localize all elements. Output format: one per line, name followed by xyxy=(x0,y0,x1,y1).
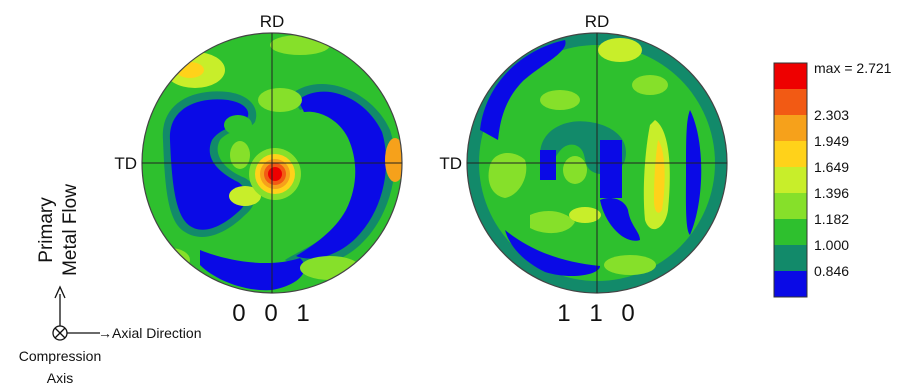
legend-swatch xyxy=(774,219,807,245)
pole-figure-110-index-label: 1 1 0 xyxy=(557,300,640,327)
pole-figure-001: RD TD 0 0 1 xyxy=(114,12,403,327)
legend-swatch xyxy=(774,115,807,141)
legend-swatch xyxy=(774,193,807,219)
legend-swatch xyxy=(774,245,807,271)
legend-level-label: 1.949 xyxy=(814,133,849,149)
legend-swatch xyxy=(774,63,807,89)
legend-level-label: 2.303 xyxy=(814,107,849,123)
pole-figure-110-td-label: TD xyxy=(439,154,462,173)
compression-axis-cross-2 xyxy=(54,327,66,339)
legend-level-label: 0.846 xyxy=(814,263,849,279)
primary-flow-label-line2: Metal Flow xyxy=(60,184,81,276)
compression-axis-label-line2: Axis xyxy=(47,370,73,386)
legend-swatch xyxy=(774,89,807,115)
coordinate-axes-symbol: →Axial Direction Compression Axis xyxy=(19,285,201,386)
pole-figure-001-index-label: 0 0 1 xyxy=(232,300,315,327)
legend-level-label: 1.396 xyxy=(814,185,849,201)
pole-figure-110: RD TD 1 1 0 xyxy=(439,12,728,327)
pole-figure-001-rd-label: RD xyxy=(260,12,285,31)
axial-direction-label: →Axial Direction xyxy=(98,325,201,341)
primary-metal-flow-annotation: Primary Metal Flow xyxy=(36,184,81,276)
legend-level-label: 1.649 xyxy=(814,159,849,175)
pole-figure-110-rd-label: RD xyxy=(585,12,610,31)
legend-level-label: 1.182 xyxy=(814,211,849,227)
legend-swatch xyxy=(774,167,807,193)
legend-level-label: 1.000 xyxy=(814,237,849,253)
legend-level-label: max = 2.721 xyxy=(814,60,892,76)
pole-figure-001-td-label: TD xyxy=(114,154,137,173)
legend-swatch xyxy=(774,271,807,297)
contour-legend: max = 2.721 2.303 1.949 1.649 1.396 1.182 1.00… xyxy=(773,60,892,298)
up-arrow-icon xyxy=(54,285,66,299)
legend-swatch xyxy=(774,141,807,167)
primary-flow-label-line1: Primary xyxy=(36,197,57,263)
legend-frame xyxy=(773,62,808,298)
compression-axis-label-line1: Compression xyxy=(19,348,101,364)
